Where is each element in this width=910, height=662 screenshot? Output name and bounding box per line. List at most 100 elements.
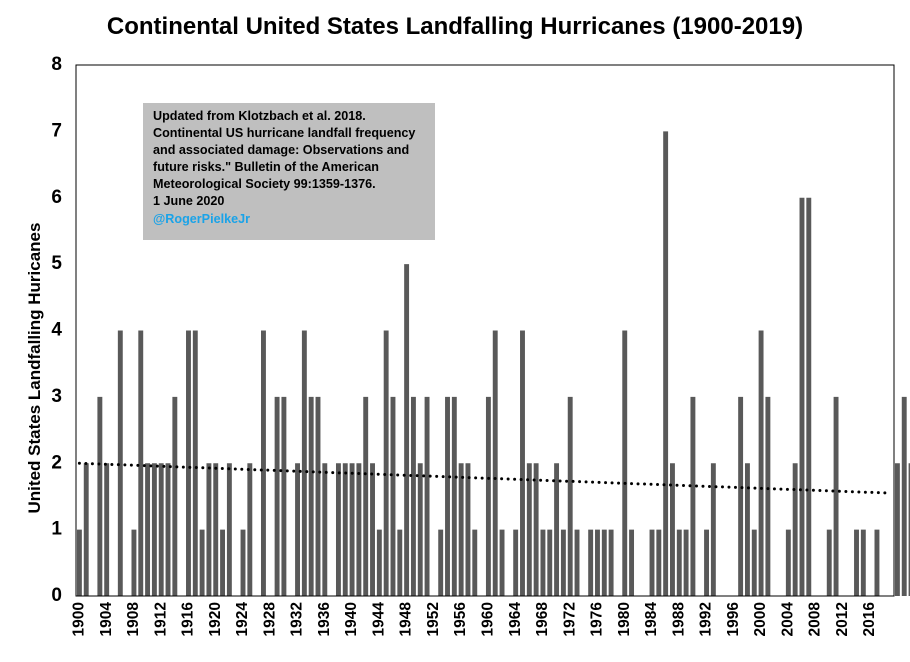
y-axis-ticks: 0 1 2 3 4 5 6 7 8 (51, 54, 62, 606)
bar (417, 463, 423, 596)
y-tick-label: 8 (51, 54, 62, 75)
y-tick-label: 7 (51, 120, 62, 141)
x-tick-label: 1944 (370, 602, 387, 637)
bar (83, 463, 89, 596)
bar (492, 330, 498, 596)
bar (138, 330, 144, 596)
bar (301, 330, 307, 596)
x-tick-label: 1908 (125, 602, 142, 637)
bar (151, 463, 157, 596)
bar (404, 264, 410, 596)
x-tick-label: 1960 (480, 602, 497, 636)
bar (315, 396, 321, 596)
bar (281, 396, 287, 596)
bar (117, 330, 123, 596)
x-tick-label: 1992 (698, 602, 715, 636)
bar (560, 529, 566, 596)
bar (806, 197, 812, 596)
bar (213, 463, 219, 596)
bar (710, 463, 716, 596)
bars-group (76, 131, 910, 596)
bar (247, 463, 253, 596)
bar (356, 463, 362, 596)
bar (758, 330, 764, 596)
x-tick-label: 1916 (180, 602, 197, 637)
bar (145, 463, 151, 596)
trend-line-group (77, 461, 893, 495)
bar (199, 529, 205, 596)
annotation-line: Updated from Klotzbach et al. 2018. (153, 109, 366, 123)
bar (738, 396, 744, 596)
bar (663, 131, 669, 596)
bar (363, 396, 369, 596)
bar (656, 529, 662, 596)
bar (854, 529, 859, 596)
annotation-line: Continental US hurricane landfall freque… (153, 126, 416, 141)
x-tick-label: 1952 (425, 602, 442, 636)
y-tick-label: 5 (51, 253, 62, 274)
bar (349, 463, 355, 596)
y-tick-label: 0 (51, 585, 62, 606)
bar (520, 330, 525, 596)
bar (240, 529, 246, 596)
bar (390, 396, 396, 596)
bar (908, 463, 910, 596)
bar (451, 396, 457, 596)
bar (335, 463, 341, 596)
bar (97, 396, 103, 596)
bar (438, 529, 444, 596)
x-axis-ticks: 1900 1904 1908 1912 1916 1920 1924 1928 1932 1936… (71, 602, 879, 637)
x-tick-label: 1904 (98, 602, 115, 637)
x-tick-label: 2008 (807, 602, 824, 637)
bar (410, 396, 416, 596)
bar (860, 529, 866, 596)
x-tick-label: 1940 (343, 602, 360, 636)
bar (397, 529, 403, 596)
bar (104, 463, 110, 596)
x-tick-label: 1968 (534, 602, 551, 637)
bar (172, 396, 178, 596)
bar (533, 463, 539, 596)
twitter-handle-link[interactable]: @RogerPielkeJr (153, 211, 250, 226)
x-tick-label: 1948 (398, 602, 415, 637)
x-tick-label: 1988 (670, 602, 687, 637)
bar (540, 529, 546, 596)
x-tick-label: 1956 (452, 602, 469, 637)
bar (826, 529, 832, 596)
bar (901, 396, 907, 596)
bar (376, 529, 382, 596)
y-tick-label: 2 (51, 452, 62, 473)
bar (165, 463, 171, 596)
y-tick-label: 1 (51, 519, 62, 540)
bar (704, 529, 709, 596)
x-tick-label: 1900 (71, 602, 88, 636)
annotation-line: and associated damage: Observations and (153, 143, 410, 158)
bar (308, 396, 314, 596)
bar (622, 330, 628, 596)
bar (595, 529, 600, 596)
bar (744, 463, 750, 596)
bar (220, 529, 226, 596)
bar (588, 529, 594, 596)
bar (799, 197, 805, 596)
trend-line (77, 461, 893, 495)
bar (629, 529, 635, 596)
bar (765, 396, 771, 596)
x-tick-label: 1924 (234, 602, 251, 637)
x-tick-label: 1932 (289, 602, 306, 636)
bar (874, 529, 880, 596)
annotation-line: 1 June 2020 (153, 194, 225, 209)
x-tick-label: 1984 (643, 602, 660, 637)
bar (649, 529, 655, 596)
x-tick-label: 1996 (725, 602, 742, 637)
bar (567, 396, 573, 596)
bar (690, 396, 696, 596)
x-tick-label: 1928 (261, 602, 278, 637)
x-tick-label: 2012 (834, 602, 851, 636)
bar (261, 330, 266, 596)
bar (465, 463, 471, 596)
plot-frame (75, 64, 895, 597)
bar (295, 463, 300, 596)
annotation-line: Meteorological Society 99:1359-1376. (153, 177, 376, 192)
